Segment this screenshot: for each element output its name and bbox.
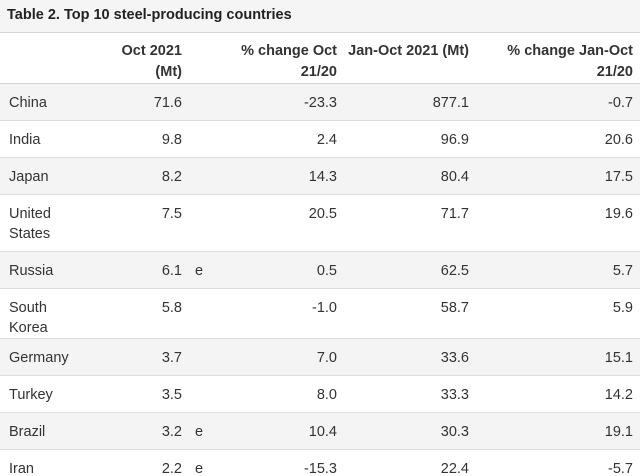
cell-country: United States <box>0 194 95 252</box>
cell-oct-2021: 3.7 <box>95 338 189 376</box>
table-row: Turkey 3.5 8.0 33.3 14.2 <box>0 375 640 413</box>
cell-estimate-flag <box>189 375 225 413</box>
cell-estimate-flag <box>189 157 225 195</box>
cell-jan-oct-2021: 30.3 <box>344 412 476 450</box>
cell-pct-change-oct: 7.0 <box>225 338 344 376</box>
cell-pct-change-oct: -1.0 <box>225 288 344 339</box>
cell-pct-change-oct: -15.3 <box>225 449 344 476</box>
cell-pct-change-jan-oct: -5.7 <box>476 449 640 476</box>
cell-jan-oct-2021: 58.7 <box>344 288 476 339</box>
cell-country: Russia <box>0 251 95 289</box>
cell-oct-2021: 7.5 <box>95 194 189 252</box>
table-row: China 71.6 -23.3 877.1 -0.7 <box>0 83 640 121</box>
cell-country: Iran <box>0 449 95 476</box>
cell-pct-change-jan-oct: 14.2 <box>476 375 640 413</box>
cell-oct-2021: 3.2 <box>95 412 189 450</box>
table-row: Japan 8.2 14.3 80.4 17.5 <box>0 157 640 195</box>
table-row: Russia 6.1 e 0.5 62.5 5.7 <box>0 251 640 289</box>
cell-estimate-flag: e <box>189 449 225 476</box>
table-row: United States 7.5 20.5 71.7 19.6 <box>0 194 640 252</box>
cell-jan-oct-2021: 22.4 <box>344 449 476 476</box>
table-header: Oct 2021 (Mt) % change Oct 21/20 Jan-Oct… <box>0 33 640 84</box>
table-row: Brazil 3.2 e 10.4 30.3 19.1 <box>0 412 640 450</box>
cell-pct-change-jan-oct: 5.7 <box>476 251 640 289</box>
steel-production-table: Oct 2021 (Mt) % change Oct 21/20 Jan-Oct… <box>0 33 640 476</box>
cell-oct-2021: 8.2 <box>95 157 189 195</box>
cell-jan-oct-2021: 96.9 <box>344 120 476 158</box>
cell-pct-change-jan-oct: 17.5 <box>476 157 640 195</box>
cell-pct-change-jan-oct: -0.7 <box>476 83 640 121</box>
cell-pct-change-oct: 20.5 <box>225 194 344 252</box>
cell-oct-2021: 9.8 <box>95 120 189 158</box>
cell-jan-oct-2021: 877.1 <box>344 83 476 121</box>
cell-estimate-flag <box>189 194 225 252</box>
cell-estimate-flag: e <box>189 251 225 289</box>
header-pct-change-oct: % change Oct 21/20 <box>225 33 344 84</box>
header-jan-oct-2021: Jan-Oct 2021 (Mt) <box>344 33 476 84</box>
header-row: Oct 2021 (Mt) % change Oct 21/20 Jan-Oct… <box>0 33 640 84</box>
cell-jan-oct-2021: 80.4 <box>344 157 476 195</box>
table-row: India 9.8 2.4 96.9 20.6 <box>0 120 640 158</box>
cell-oct-2021: 6.1 <box>95 251 189 289</box>
cell-oct-2021: 2.2 <box>95 449 189 476</box>
cell-oct-2021: 5.8 <box>95 288 189 339</box>
cell-pct-change-oct: 0.5 <box>225 251 344 289</box>
cell-estimate-flag <box>189 288 225 339</box>
cell-pct-change-jan-oct: 19.1 <box>476 412 640 450</box>
cell-pct-change-oct: 8.0 <box>225 375 344 413</box>
table-body: China 71.6 -23.3 877.1 -0.7 India 9.8 2.… <box>0 83 640 476</box>
table-row: Iran 2.2 e -15.3 22.4 -5.7 <box>0 449 640 476</box>
cell-pct-change-jan-oct: 20.6 <box>476 120 640 158</box>
cell-country: Turkey <box>0 375 95 413</box>
cell-country: India <box>0 120 95 158</box>
cell-oct-2021: 3.5 <box>95 375 189 413</box>
header-oct-2021: Oct 2021 (Mt) <box>95 33 189 84</box>
cell-estimate-flag <box>189 120 225 158</box>
table-row: South Korea 5.8 -1.0 58.7 5.9 <box>0 288 640 339</box>
cell-pct-change-oct: 10.4 <box>225 412 344 450</box>
cell-pct-change-oct: -23.3 <box>225 83 344 121</box>
header-country <box>0 33 95 84</box>
cell-estimate-flag <box>189 338 225 376</box>
cell-country: Japan <box>0 157 95 195</box>
cell-jan-oct-2021: 62.5 <box>344 251 476 289</box>
cell-pct-change-oct: 14.3 <box>225 157 344 195</box>
cell-country: South Korea <box>0 288 95 339</box>
cell-pct-change-jan-oct: 5.9 <box>476 288 640 339</box>
table-title: Table 2. Top 10 steel-producing countrie… <box>0 0 640 33</box>
cell-estimate-flag <box>189 83 225 121</box>
cell-pct-change-jan-oct: 19.6 <box>476 194 640 252</box>
header-pct-change-jan-oct: % change Jan-Oct 21/20 <box>476 33 640 84</box>
header-flag <box>189 33 225 84</box>
cell-oct-2021: 71.6 <box>95 83 189 121</box>
cell-country: Germany <box>0 338 95 376</box>
cell-country: Brazil <box>0 412 95 450</box>
cell-jan-oct-2021: 33.3 <box>344 375 476 413</box>
cell-jan-oct-2021: 71.7 <box>344 194 476 252</box>
table-row: Germany 3.7 7.0 33.6 15.1 <box>0 338 640 376</box>
cell-country: China <box>0 83 95 121</box>
cell-pct-change-jan-oct: 15.1 <box>476 338 640 376</box>
cell-estimate-flag: e <box>189 412 225 450</box>
cell-pct-change-oct: 2.4 <box>225 120 344 158</box>
cell-jan-oct-2021: 33.6 <box>344 338 476 376</box>
